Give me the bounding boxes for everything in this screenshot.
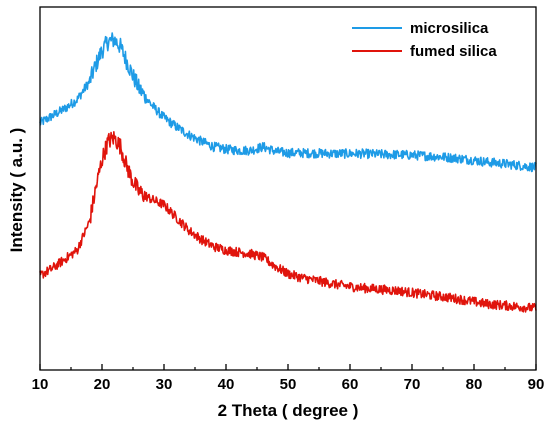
series-line-0: [39, 32, 537, 173]
legend: microsilica fumed silica: [352, 20, 497, 60]
legend-label-1: fumed silica: [410, 43, 497, 60]
x-tick-label-7: 80: [466, 376, 483, 393]
x-axis-tick-labels: 10 20 30 40 50 60 70 80 90: [32, 376, 545, 393]
series-line-1: [39, 130, 537, 313]
x-tick-label-1: 20: [94, 376, 111, 393]
x-tick-label-6: 70: [404, 376, 421, 393]
x-axis-title: 2 Theta ( degree ): [218, 401, 359, 420]
x-tick-label-2: 30: [156, 376, 173, 393]
x-tick-label-0: 10: [32, 376, 49, 393]
x-tick-label-4: 50: [280, 376, 297, 393]
x-tick-label-8: 90: [528, 376, 545, 393]
plot-frame: [39, 6, 537, 371]
y-axis-title: Intensity ( a.u. ): [7, 128, 26, 253]
series-layer: [39, 32, 537, 313]
x-tick-label-3: 40: [218, 376, 235, 393]
legend-label-0: microsilica: [410, 20, 489, 37]
x-tick-label-5: 60: [342, 376, 359, 393]
x-axis-ticks: [39, 364, 537, 370]
